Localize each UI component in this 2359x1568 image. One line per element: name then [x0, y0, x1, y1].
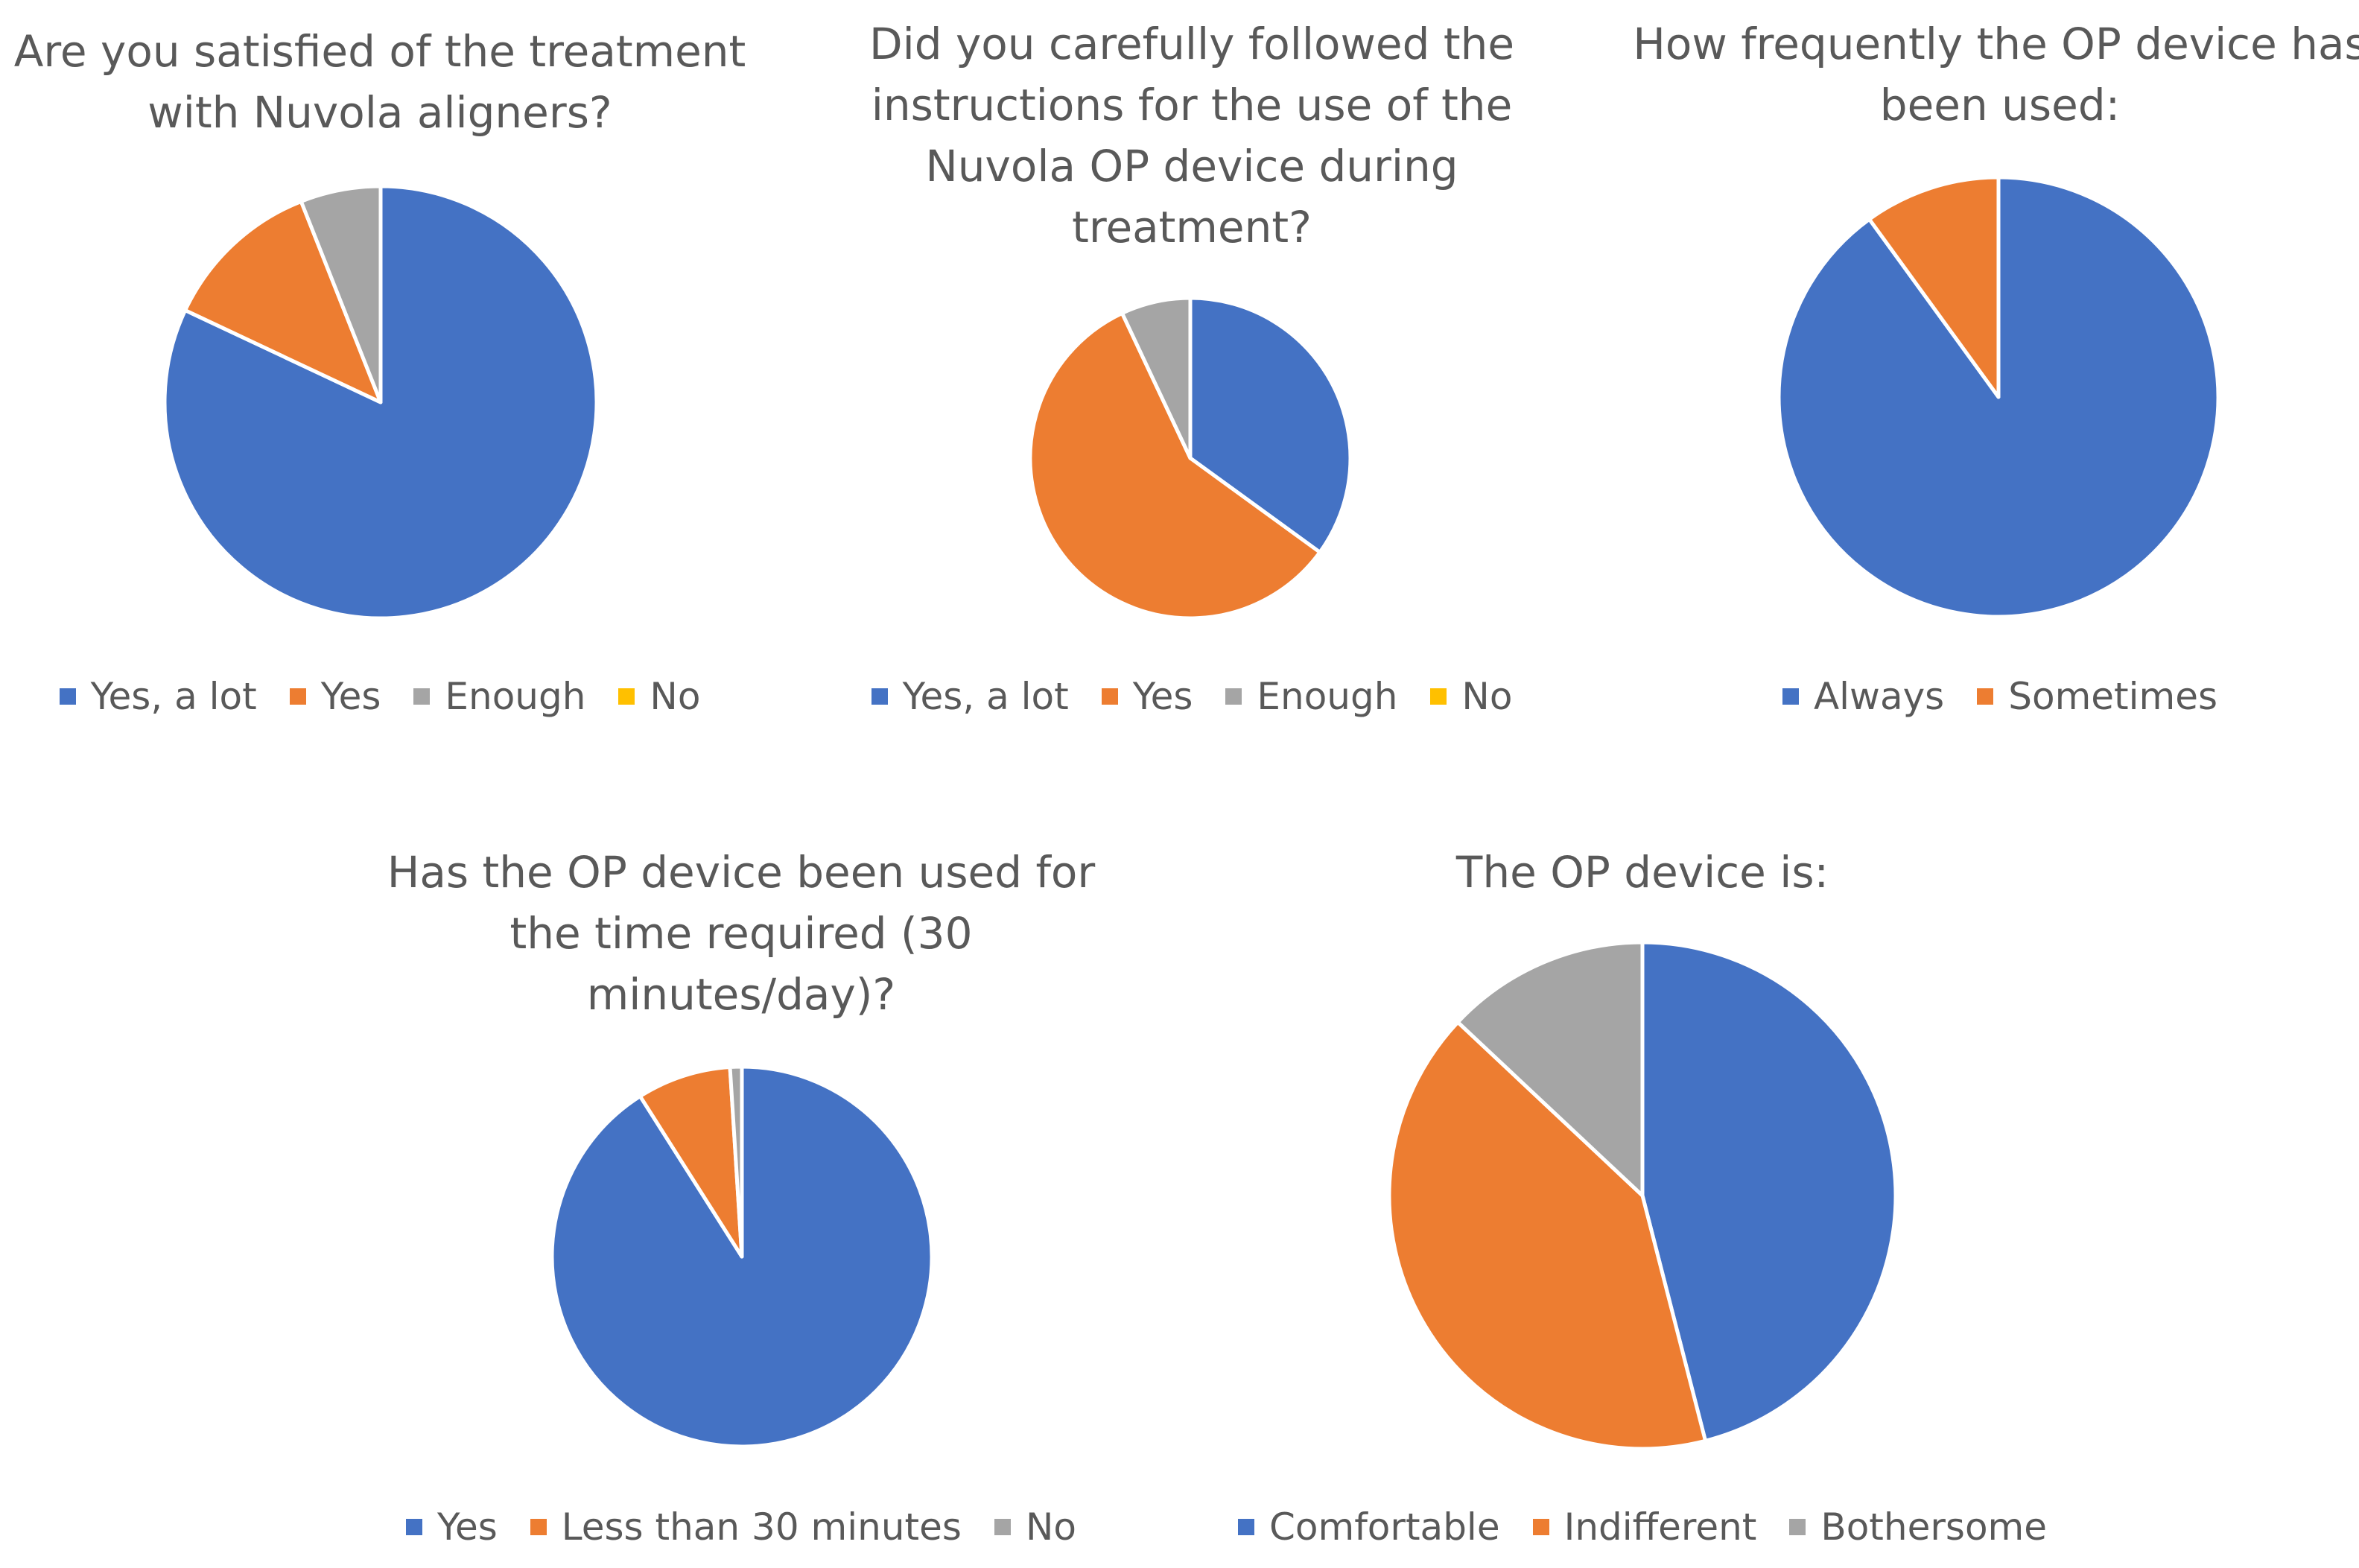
legend-swatch: [994, 1519, 1011, 1535]
pie-slice-enough: [299, 184, 383, 404]
legend-label: No: [1025, 1505, 1076, 1549]
legend-label: Indifferent: [1563, 1505, 1757, 1549]
legend-swatch: [1789, 1519, 1806, 1535]
legend-item: Comfortable: [1237, 1505, 1500, 1549]
legend-swatch: [59, 688, 76, 705]
chart-legend: Yes Less than 30 minutes No: [298, 1501, 1184, 1553]
chart-legend: Always Sometimes: [1631, 670, 2359, 723]
pie-slice-always: [1777, 175, 2220, 619]
chart-title: The OP device is:: [1455, 847, 1829, 898]
legend-swatch: [1430, 688, 1447, 705]
legend-item: No: [1430, 675, 1512, 718]
legend-label: Enough: [445, 675, 586, 718]
legend-label: Comfortable: [1269, 1505, 1500, 1549]
legend-item: No: [618, 675, 700, 718]
chart-legend: Yes, a lot Yes Enough No: [812, 670, 1572, 723]
chart-title: Did you carefully followed the instructi…: [869, 19, 1515, 253]
pie-slice-yes-a-lot: [162, 184, 599, 620]
legend-item: Indifferent: [1532, 1505, 1757, 1549]
pie-slice-yes: [550, 1064, 934, 1449]
pie-slice-comfortable: [1640, 940, 1898, 1443]
legend-swatch: [1532, 1519, 1549, 1535]
legend-swatch: [406, 1519, 423, 1535]
legend-swatch: [530, 1519, 547, 1535]
legend-label: No: [1461, 675, 1513, 718]
legend-label: Yes: [437, 1505, 498, 1549]
chart-legend: Comfortable Indifferent Bothersome: [1192, 1501, 2093, 1553]
legend-swatch: [1977, 688, 1994, 705]
legend-label: Yes, a lot: [90, 675, 257, 718]
legend-swatch: [871, 688, 888, 705]
pie-slice-enough: [1120, 296, 1193, 460]
pie-slice-no: [728, 1064, 744, 1259]
legend-label: Always: [1813, 675, 1945, 718]
legend-item: Enough: [413, 675, 585, 718]
pie-slice-yes: [183, 199, 383, 404]
legend-item: Yes: [1101, 675, 1193, 718]
chart-legend: Yes, a lot Yes Enough No: [0, 670, 760, 723]
legend-item: Enough: [1225, 675, 1397, 718]
legend-swatch: [289, 688, 306, 705]
pie-slice-yes-a-lot: [1188, 296, 1353, 554]
legend-item: Yes, a lot: [871, 675, 1069, 718]
legend-label: Yes, a lot: [902, 675, 1069, 718]
legend-item: No: [994, 1505, 1076, 1549]
pie-slice-yes: [1028, 311, 1322, 620]
legend-swatch: [1225, 688, 1242, 705]
legend-swatch: [1101, 688, 1118, 705]
legend-label: Less than 30 minutes: [561, 1505, 962, 1549]
legend-item: Always: [1782, 675, 1944, 718]
chart-title: Has the OP device been used for the time…: [387, 847, 1096, 1020]
legend-label: Bothersome: [1820, 1505, 2048, 1549]
pie-slice-sometimes: [1867, 175, 2001, 399]
chart-title: How frequently the OP device has been us…: [1633, 19, 2359, 130]
chart-title: Are you satisfied of the treatment with …: [13, 26, 746, 138]
pie-slice-indifferent: [1387, 1020, 1708, 1451]
legend-swatch: [1237, 1519, 1254, 1535]
legend-label: Yes: [320, 675, 381, 718]
legend-label: Enough: [1257, 675, 1398, 718]
pie-slice-bothersome: [1455, 940, 1645, 1198]
legend-label: No: [650, 675, 701, 718]
legend-swatch: [413, 688, 431, 705]
legend-swatch: [618, 688, 635, 705]
legend-label: Yes: [1132, 675, 1193, 718]
pie-slice-less-than-30-minutes: [638, 1065, 744, 1259]
legend-item: Sometimes: [1977, 675, 2217, 718]
legend-item: Yes: [406, 1505, 498, 1549]
legend-item: Bothersome: [1789, 1505, 2047, 1549]
legend-item: Yes: [289, 675, 381, 718]
legend-item: Yes, a lot: [59, 675, 257, 718]
legend-item: Less than 30 minutes: [530, 1505, 962, 1549]
legend-label: Sometimes: [2008, 675, 2218, 718]
legend-swatch: [1782, 688, 1799, 705]
